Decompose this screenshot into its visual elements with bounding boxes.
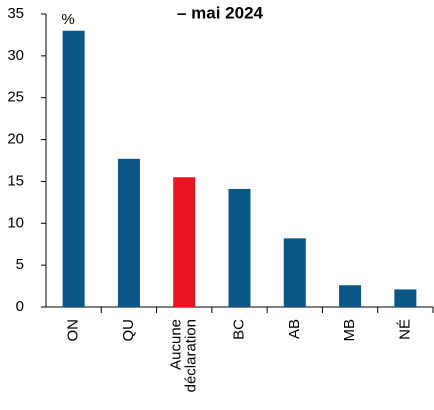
y-tick-label: 10 xyxy=(7,214,24,231)
y-axis-label: % xyxy=(61,11,74,28)
y-tick-label: 25 xyxy=(7,89,24,106)
x-tick-label: Aucunedéclaration xyxy=(168,319,200,392)
bar xyxy=(283,238,306,307)
bar xyxy=(339,285,362,307)
y-tick-label: 35 xyxy=(7,5,24,22)
x-tick-label: BC xyxy=(230,319,247,340)
y-tick-label: 15 xyxy=(7,172,24,189)
bar xyxy=(173,177,196,307)
y-tick-label: 0 xyxy=(16,298,24,315)
bar xyxy=(117,158,140,307)
x-tick-label: ON xyxy=(65,319,82,342)
y-tick-label: 20 xyxy=(7,131,24,148)
bar xyxy=(228,188,251,307)
x-tick-label: NÉ xyxy=(396,319,413,340)
x-tick-label: AB xyxy=(286,319,303,339)
bar xyxy=(62,30,85,307)
bar xyxy=(394,289,417,307)
y-tick-label: 5 xyxy=(16,256,24,273)
chart-title: – mai 2024 xyxy=(177,3,264,22)
x-tick-label: QU xyxy=(120,319,137,342)
y-tick-label: 30 xyxy=(7,47,24,64)
x-tick-label: MB xyxy=(341,319,358,342)
